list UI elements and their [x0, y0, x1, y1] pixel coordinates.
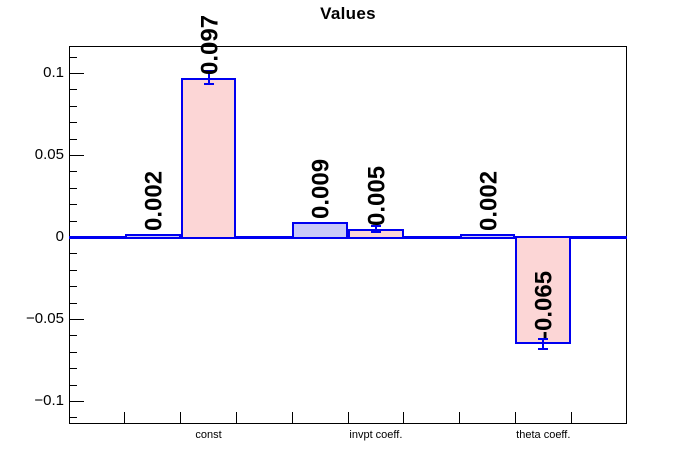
x-axis-tick: [403, 412, 405, 423]
y-axis-minor-tick: [70, 221, 77, 222]
x-axis-tick: [347, 412, 349, 423]
y-axis-minor-tick: [70, 188, 77, 189]
x-axis-tick: [124, 412, 126, 423]
error-bar-cap: [538, 337, 549, 340]
bar-value-label: 0.002: [474, 170, 502, 231]
bar: [515, 236, 572, 344]
error-bar-line: [207, 71, 210, 85]
y-axis-tick-label: −0.05: [26, 310, 64, 327]
y-axis-minor-tick: [70, 417, 77, 418]
y-axis-minor-tick: [70, 368, 77, 369]
y-axis-minor-tick: [70, 270, 77, 271]
bar-value-label: 0.002: [140, 170, 168, 231]
y-axis-tick-label: −0.1: [34, 392, 64, 409]
error-bar-cap: [538, 347, 549, 350]
error-bar-cap: [370, 231, 381, 234]
error-bar-cap: [203, 83, 214, 86]
y-axis-minor-tick: [70, 352, 77, 353]
error-bar-cap: [370, 224, 381, 227]
x-axis-tick-label: invpt coeff.: [349, 429, 403, 441]
x-axis-tick: [514, 412, 516, 423]
y-axis-minor-tick: [70, 139, 77, 140]
y-axis-tick-label: 0.1: [43, 64, 64, 81]
y-axis-tick-label: 0: [55, 228, 64, 245]
chart-title: Values: [320, 4, 376, 23]
x-axis-tick: [235, 412, 237, 423]
y-axis-minor-tick: [70, 106, 77, 107]
bar: [459, 233, 516, 239]
y-axis-major-tick: [70, 319, 84, 320]
y-axis-minor-tick: [70, 204, 77, 205]
error-bar-line: [542, 338, 545, 349]
y-axis-minor-tick: [70, 303, 77, 304]
x-axis-tick-label: const: [195, 429, 222, 441]
y-axis-tick-label: 0.05: [34, 146, 64, 163]
y-axis-minor-tick: [70, 171, 77, 172]
x-axis-tick: [459, 412, 461, 423]
bar-value-label: 0.097: [195, 14, 223, 75]
bar-value-label: -0.065: [530, 270, 558, 339]
y-axis-major-tick: [70, 155, 84, 156]
y-axis-major-tick: [70, 73, 84, 74]
bar-value-label: 0.005: [363, 165, 391, 226]
y-axis-major-tick: [70, 401, 84, 402]
error-bar-cap: [203, 70, 214, 73]
bar: [292, 222, 348, 239]
bar: [180, 77, 237, 239]
y-axis-minor-tick: [70, 286, 77, 287]
y-axis-minor-tick: [70, 122, 77, 123]
plot-frame: [69, 46, 627, 424]
y-axis-minor-tick: [70, 57, 77, 58]
x-axis-tick-label: theta coeff.: [516, 429, 571, 441]
x-axis-tick: [180, 412, 182, 423]
y-axis-minor-tick: [70, 253, 77, 254]
x-axis-tick: [291, 412, 293, 423]
y-axis-minor-tick: [70, 89, 77, 90]
y-axis-minor-tick: [70, 335, 77, 336]
x-axis-tick: [570, 412, 572, 423]
bar: [124, 233, 181, 239]
error-bar-line: [374, 225, 377, 233]
y-axis-minor-tick: [70, 385, 77, 386]
bar-value-label: 0.009: [307, 159, 335, 220]
